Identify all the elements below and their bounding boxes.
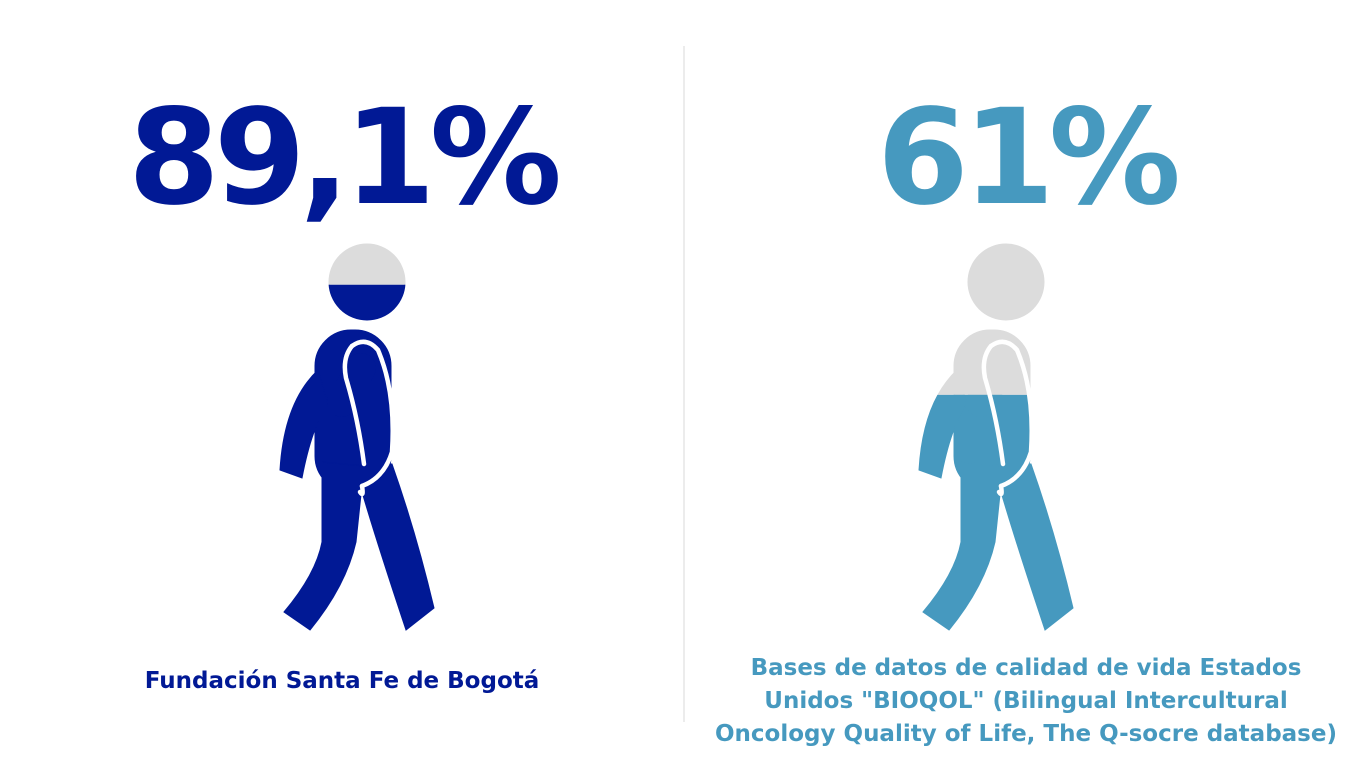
stat-caption: Fundación Santa Fe de Bogotá xyxy=(144,668,540,694)
walking-person-icon xyxy=(266,242,446,634)
stat-panel-left: 89,1% Fundación Santa Fe de Bogotá xyxy=(128,81,562,694)
stat-value: 61% xyxy=(877,81,1181,235)
walking-person-icon xyxy=(905,242,1085,634)
stat-value: 89,1% xyxy=(128,81,562,235)
stat-caption: Bases de datos de calidad de vida Estado… xyxy=(715,655,1337,747)
divider xyxy=(683,46,685,722)
stat-panel-right: 61% Bases de datos de calidad de vida Es… xyxy=(685,0,1367,769)
